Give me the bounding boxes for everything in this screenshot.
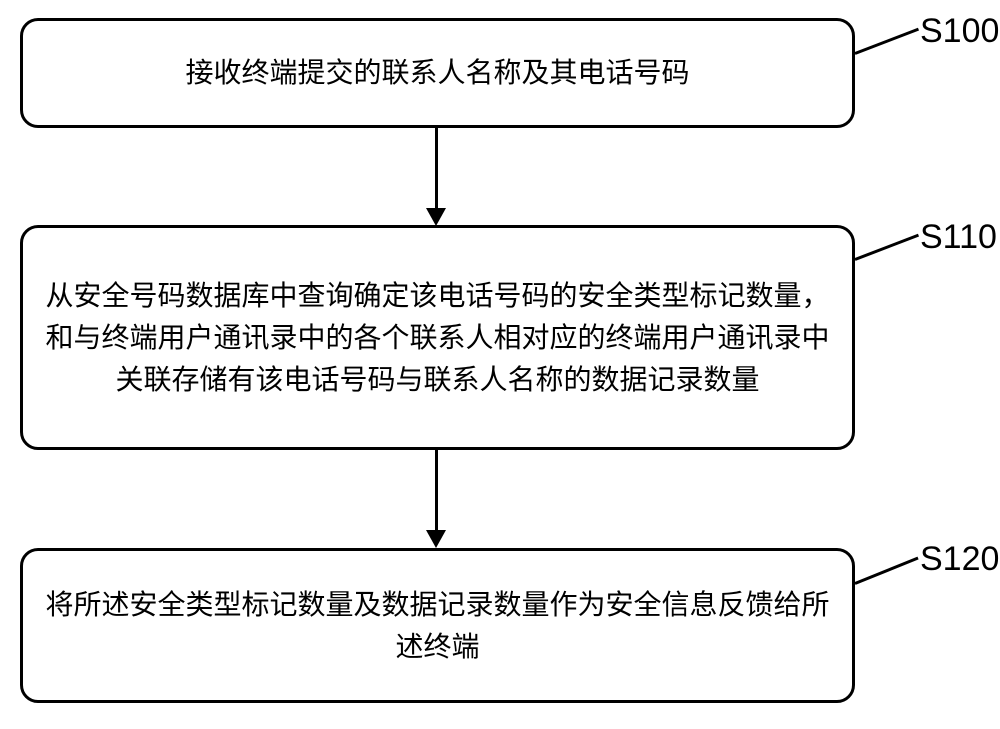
arrow-s110-s120 bbox=[435, 450, 438, 532]
flowchart-container: 接收终端提交的联系人名称及其电话号码 S100 从安全号码数据库中查询确定该电话… bbox=[0, 0, 1000, 729]
step-s120: 将所述安全类型标记数量及数据记录数量作为安全信息反馈给所述终端 bbox=[20, 548, 855, 703]
step-s100-leader bbox=[854, 28, 919, 55]
step-s110: 从安全号码数据库中查询确定该电话号码的安全类型标记数量，和与终端用户通讯录中的各… bbox=[20, 225, 855, 450]
step-s110-text: 从安全号码数据库中查询确定该电话号码的安全类型标记数量，和与终端用户通讯录中的各… bbox=[43, 275, 832, 401]
step-s100-text: 接收终端提交的联系人名称及其电话号码 bbox=[185, 52, 689, 94]
step-s110-leader bbox=[854, 234, 919, 261]
step-s120-leader bbox=[854, 557, 918, 585]
arrow-s100-s110-head bbox=[426, 208, 446, 226]
arrow-s110-s120-head bbox=[426, 530, 446, 548]
step-s120-label: S120 bbox=[920, 540, 999, 579]
step-s100-label: S100 bbox=[920, 12, 999, 51]
step-s110-label: S110 bbox=[920, 218, 997, 257]
step-s100: 接收终端提交的联系人名称及其电话号码 bbox=[20, 18, 855, 128]
arrow-s100-s110 bbox=[435, 128, 438, 210]
step-s120-text: 将所述安全类型标记数量及数据记录数量作为安全信息反馈给所述终端 bbox=[43, 584, 832, 668]
